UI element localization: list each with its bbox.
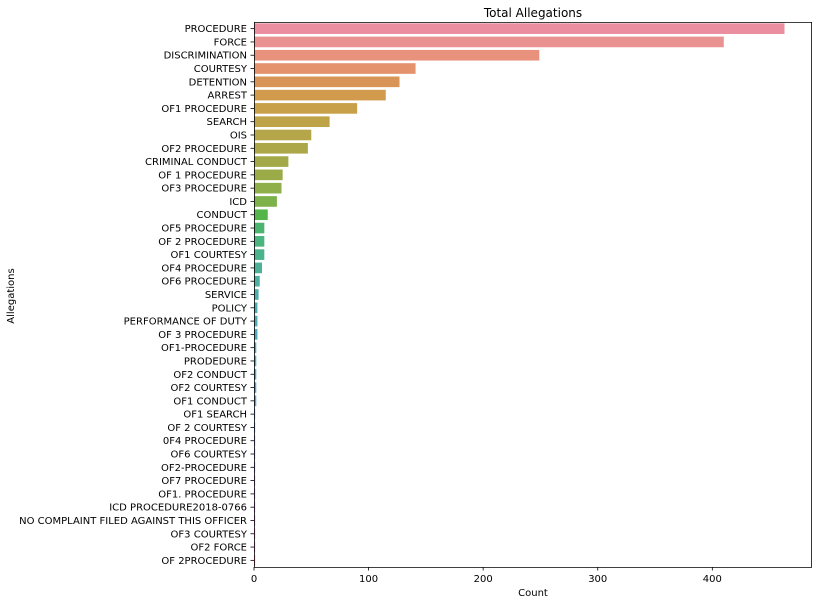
y-tick-label: OF2-PROCEDURE	[161, 463, 247, 474]
y-tick-label: CRIMINAL CONDUCT	[145, 157, 248, 168]
y-tick-label: 0F4 PROCEDURE	[163, 436, 247, 447]
y-tick-label: POLICY	[212, 303, 248, 314]
bar	[254, 23, 785, 34]
y-tick-label: OF4 PROCEDURE	[161, 263, 247, 274]
y-tick-label: OF1-PROCEDURE	[161, 343, 247, 354]
x-tick-label: 100	[359, 574, 378, 585]
bar	[254, 89, 386, 101]
y-tick-label: OF 2 PROCEDURE	[158, 237, 247, 248]
y-tick-label: SEARCH	[207, 117, 247, 128]
bar	[254, 236, 265, 247]
y-axis-ticks: PROCEDURE FORCE DISCRIMINATION COURTESY DETE…	[19, 24, 254, 567]
bar	[254, 395, 257, 407]
bar	[254, 382, 257, 393]
y-tick-label: DISCRIMINATION	[164, 51, 247, 62]
bar	[254, 182, 282, 194]
y-tick-label: COURTESY	[194, 64, 248, 75]
y-tick-label: OF6 PROCEDURE	[161, 277, 247, 288]
bar	[254, 222, 265, 234]
bars-group	[254, 23, 785, 566]
chart-title: Total Allegations	[483, 6, 582, 20]
y-tick-label: OF1 PROCEDURE	[161, 104, 247, 115]
bar	[254, 196, 277, 207]
y-tick-label: OF7 PROCEDURE	[161, 476, 247, 487]
bar	[254, 329, 258, 340]
y-tick-label: NO COMPLAINT FILED AGAINST THIS OFFICER	[19, 516, 247, 527]
y-tick-label: SERVICE	[205, 290, 247, 301]
y-tick-label: OF2 CONDUCT	[173, 370, 248, 381]
bar	[254, 129, 312, 141]
y-tick-label: OF3 PROCEDURE	[161, 184, 247, 195]
y-tick-label: OF 3 PROCEDURE	[158, 330, 247, 341]
y-tick-label: OF6 COURTESY	[171, 450, 248, 461]
y-tick-label: OF1 COURTESY	[171, 250, 248, 261]
x-axis-ticks: 0 100 200 300 400	[251, 567, 722, 585]
y-axis-title: Allegations	[6, 268, 17, 323]
bar	[254, 116, 330, 128]
y-tick-label: OF1 CONDUCT	[173, 396, 248, 407]
x-tick-label: 400	[703, 574, 722, 585]
bar	[254, 368, 257, 380]
y-tick-label: OIS	[230, 130, 247, 141]
bar	[254, 63, 416, 74]
y-tick-label: OF1. PROCEDURE	[158, 489, 247, 500]
bar	[254, 36, 724, 48]
y-tick-label: ICD PROCEDURE2018-0766	[109, 503, 247, 514]
y-tick-label: OF 1 PROCEDURE	[158, 170, 247, 181]
y-tick-label: PRODEDURE	[184, 356, 247, 367]
y-tick-label: CONDUCT	[197, 210, 248, 221]
y-tick-label: ICD	[229, 197, 247, 208]
bar	[254, 355, 257, 367]
bar	[254, 275, 260, 287]
y-tick-label: DETENTION	[189, 77, 247, 88]
bar	[254, 49, 540, 61]
y-tick-label: OF 2 COURTESY	[167, 423, 248, 434]
bar	[254, 289, 259, 300]
bar	[254, 315, 258, 327]
y-tick-label: OF2 PROCEDURE	[161, 144, 247, 155]
y-tick-label: OF 2PROCEDURE	[161, 556, 247, 567]
y-tick-label: OF1 SEARCH	[183, 410, 247, 421]
bar	[254, 76, 400, 88]
bar	[254, 209, 268, 221]
bar	[254, 169, 283, 181]
x-tick-label: 300	[588, 574, 607, 585]
x-tick-label: 200	[474, 574, 493, 585]
y-tick-label: OF5 PROCEDURE	[161, 224, 247, 235]
y-tick-label: OF3 COURTESY	[171, 529, 248, 540]
x-tick-label: 0	[251, 574, 257, 585]
bar	[254, 156, 289, 167]
y-tick-label: OF2 FORCE	[190, 543, 247, 554]
bar	[254, 103, 358, 114]
bar	[254, 302, 258, 314]
bar	[254, 342, 257, 353]
y-tick-label: PERFORMANCE OF DUTY	[124, 317, 248, 328]
bar	[254, 262, 263, 274]
y-tick-label: OF2 COURTESY	[171, 383, 248, 394]
y-tick-label: ARREST	[207, 91, 247, 102]
y-tick-label: PROCEDURE	[185, 24, 247, 35]
bar	[254, 142, 308, 154]
x-axis-title: Count	[518, 588, 548, 599]
y-tick-label: FORCE	[214, 37, 247, 48]
bar	[254, 249, 265, 260]
